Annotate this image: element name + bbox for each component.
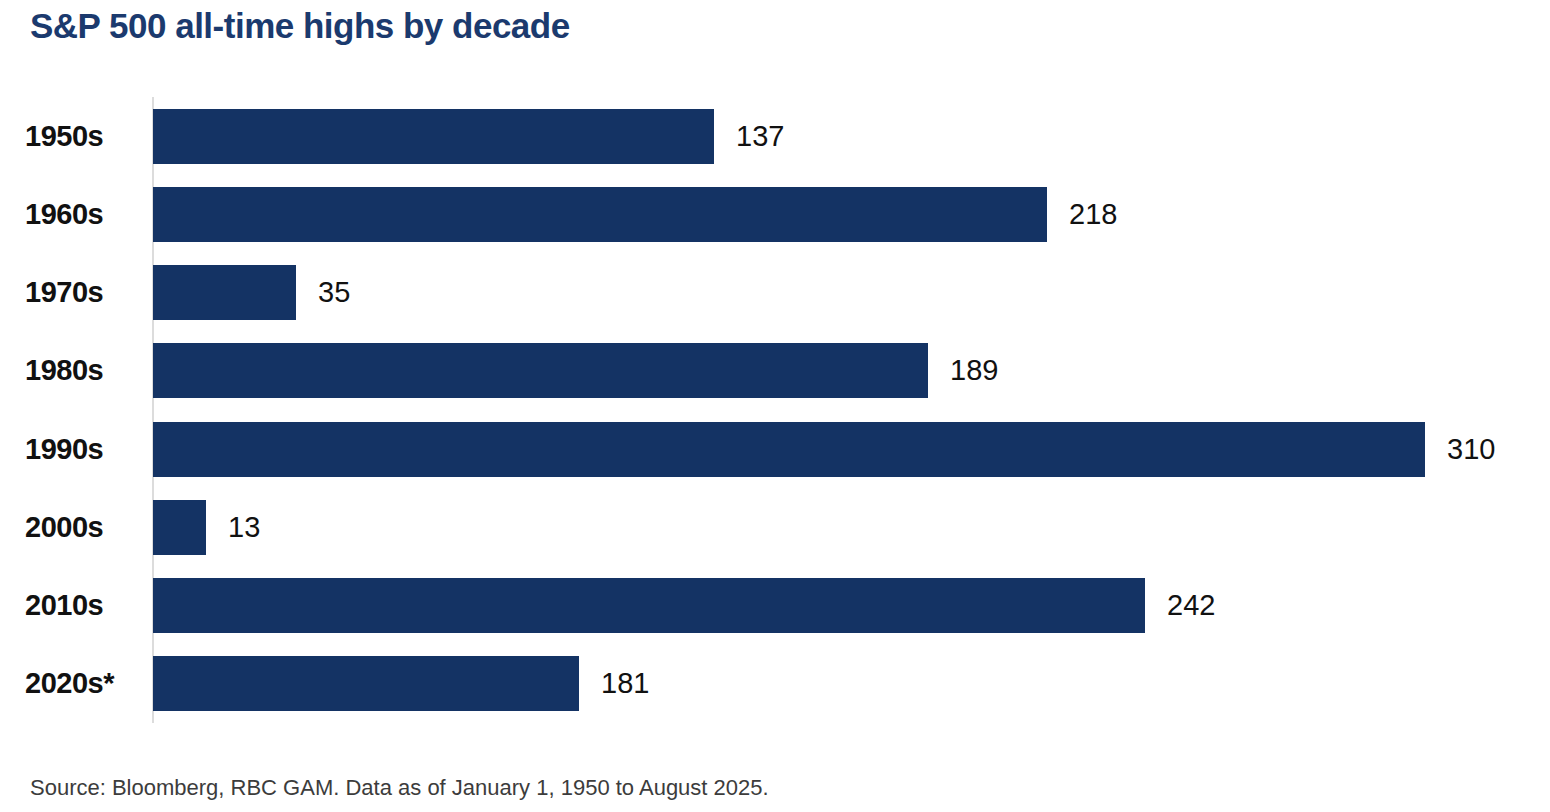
source-note: Source: Bloomberg, RBC GAM. Data as of J… (30, 775, 769, 801)
value-label: 137 (736, 120, 784, 153)
bar-chart: 1950s 137 1960s 218 1970s 35 1980s 189 1… (0, 97, 1550, 723)
value-label: 13 (228, 511, 260, 544)
bar (153, 109, 714, 164)
value-label: 218 (1069, 198, 1117, 231)
bar-row: 1950s 137 (0, 97, 1550, 175)
bar-rows: 1950s 137 1960s 218 1970s 35 1980s 189 1… (0, 97, 1550, 723)
bar-row: 1970s 35 (0, 254, 1550, 332)
bar (153, 187, 1047, 242)
category-label: 1990s (0, 433, 153, 466)
category-label: 1980s (0, 354, 153, 387)
value-label: 310 (1447, 433, 1495, 466)
chart-title: S&P 500 all-time highs by decade (30, 6, 570, 46)
category-label: 2010s (0, 589, 153, 622)
bar (153, 656, 579, 711)
bar-row: 2000s 13 (0, 488, 1550, 566)
bar-row: 1990s 310 (0, 410, 1550, 488)
bar-row: 1960s 218 (0, 175, 1550, 253)
value-label: 35 (318, 276, 350, 309)
bar (153, 578, 1145, 633)
bar (153, 265, 296, 320)
bar (153, 500, 206, 555)
bar-row: 2010s 242 (0, 567, 1550, 645)
category-label: 2000s (0, 511, 153, 544)
value-label: 181 (601, 667, 649, 700)
category-label: 1970s (0, 276, 153, 309)
bar (153, 343, 928, 398)
value-label: 242 (1167, 589, 1215, 622)
value-label: 189 (950, 354, 998, 387)
bar-row: 1980s 189 (0, 332, 1550, 410)
category-label: 1960s (0, 198, 153, 231)
bar-row: 2020s* 181 (0, 645, 1550, 723)
category-label: 1950s (0, 120, 153, 153)
bar (153, 422, 1425, 477)
category-label: 2020s* (0, 667, 153, 700)
